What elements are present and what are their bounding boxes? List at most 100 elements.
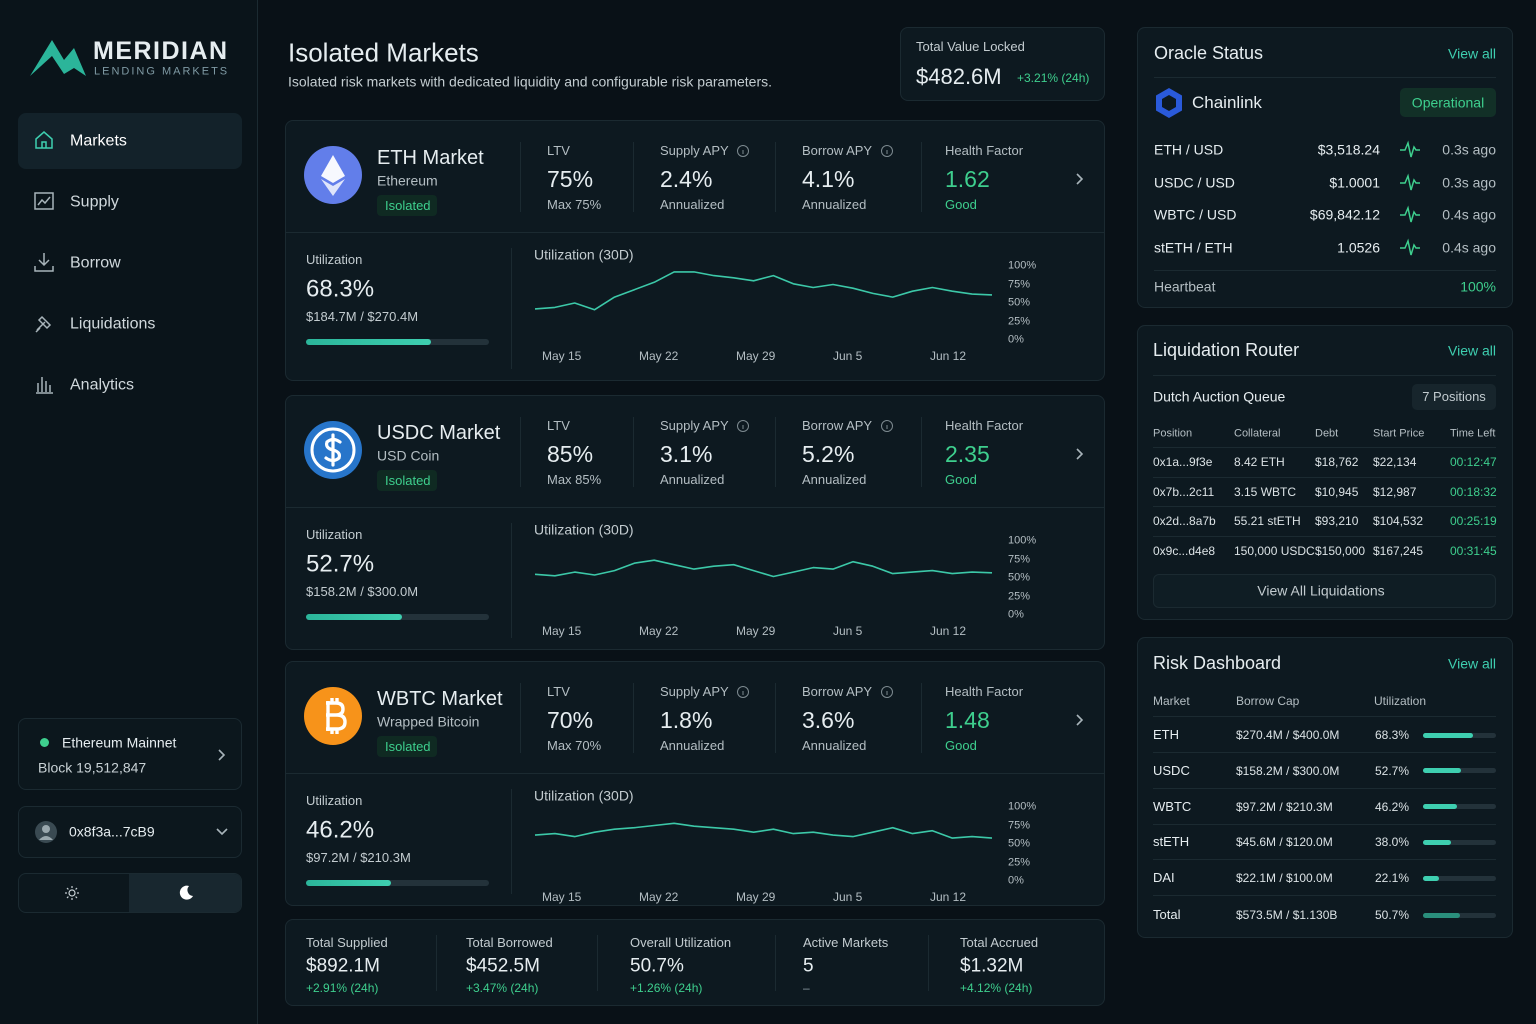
summary-change: +1.26% (24h)	[630, 980, 703, 995]
separator	[921, 683, 922, 753]
metric-note: Good	[945, 472, 977, 488]
feed-age: 0.3s ago	[1442, 141, 1496, 158]
utilization-value: 52.7%	[306, 550, 375, 578]
utilization-value: 68.3%	[306, 275, 375, 303]
feed-pair: WBTC / USD	[1154, 206, 1237, 223]
utilization-detail: $184.7M / $270.4M	[306, 309, 419, 325]
summary-label: Overall Utilization	[630, 935, 732, 951]
x-tick-label: Jun 5	[833, 623, 863, 638]
table-cell: 50.7%	[1374, 907, 1409, 922]
brand-tagline: LENDING MARKETS	[94, 65, 230, 78]
panel-title: Oracle Status	[1154, 43, 1264, 64]
table-cell: $12,987	[1373, 484, 1417, 499]
row-divider	[1153, 752, 1496, 753]
utilization-value: 46.2%	[306, 816, 375, 844]
pulse-path	[1400, 238, 1420, 256]
y-tick-label: 75%	[1008, 277, 1031, 290]
summary-change: +4.12% (24h)	[960, 980, 1033, 995]
view-all-link[interactable]: View all	[1448, 45, 1496, 62]
nav-icon	[34, 192, 54, 210]
sun-ray	[66, 887, 69, 890]
utilization-line	[534, 822, 993, 839]
info-circle	[881, 145, 893, 157]
table-cell: $270.4M / $400.0M	[1236, 727, 1340, 742]
info-icon	[881, 145, 893, 157]
divider	[1154, 270, 1496, 271]
x-tick-label: Jun 12	[930, 348, 967, 363]
table-cell: $104,532	[1373, 514, 1424, 529]
status-badge	[1400, 88, 1496, 117]
tvl-label: Total Value Locked	[916, 39, 1025, 55]
oracle-status: Operational	[1411, 94, 1485, 111]
x-tick-label: Jun 5	[833, 348, 863, 363]
feed-price: $69,842.12	[1309, 206, 1380, 223]
nav-label[interactable]: Markets	[70, 132, 127, 150]
asset-icon	[304, 421, 362, 479]
sparkline	[534, 559, 993, 578]
y-tick-label: 25%	[1008, 314, 1031, 327]
pulse-icon	[1400, 173, 1420, 190]
table-cell: $167,245	[1373, 543, 1424, 558]
separator	[436, 935, 437, 991]
column-header: Collateral	[1234, 427, 1281, 440]
utilization-label: Utilization	[306, 252, 363, 268]
util-track	[1423, 839, 1496, 845]
y-tick-label: 50%	[1008, 571, 1031, 584]
badge-bg	[377, 736, 437, 757]
summary-label: Total Borrowed	[466, 935, 553, 951]
chevron	[218, 749, 226, 761]
metric-note: Good	[945, 197, 977, 213]
network-card[interactable]	[18, 718, 242, 790]
table-cell: $158.2M / $300.0M	[1236, 763, 1340, 778]
nav-item[interactable]	[18, 113, 242, 169]
pulse-icon	[1400, 205, 1420, 223]
table-cell: stETH	[1153, 834, 1190, 850]
metric-value: 5.2%	[802, 441, 855, 468]
table-cell: Total	[1153, 907, 1181, 923]
y-tick-label: 100%	[1008, 534, 1037, 547]
metric-value: 2.35	[945, 441, 990, 468]
summary-value: $1.32M	[960, 955, 1024, 977]
view-all-link[interactable]: View all	[1448, 342, 1496, 359]
table-cell: $18,762	[1315, 454, 1359, 469]
nav-label[interactable]: Supply	[70, 193, 119, 211]
nav-label[interactable]: Borrow	[70, 254, 121, 272]
chevron-path	[1076, 173, 1084, 185]
icon-glyph	[324, 433, 342, 467]
metric-label: Borrow APY	[802, 143, 873, 159]
info-circle	[737, 420, 749, 432]
utilization-detail: $158.2M / $300.0M	[306, 584, 419, 600]
queue-label: Dutch Auction Queue	[1153, 388, 1286, 405]
y-tick-label: 0%	[1008, 874, 1024, 887]
market-card	[285, 120, 1105, 381]
moon-icon	[179, 885, 193, 900]
info-icon	[737, 686, 749, 698]
separator	[511, 523, 512, 638]
divider	[286, 773, 1104, 774]
feed-price: $1.0001	[1329, 174, 1380, 191]
metric-label: Health Factor	[945, 684, 1024, 700]
market-badge: Isolated	[385, 198, 431, 214]
nav-label[interactable]: Liquidations	[70, 315, 156, 333]
summary-label: Total Accrued	[960, 935, 1039, 951]
pulse-path	[1400, 205, 1420, 223]
logo-mark	[30, 40, 86, 76]
separator	[633, 417, 634, 487]
sun-icon	[65, 886, 79, 900]
column-header: Start Price	[1373, 427, 1425, 440]
table-cell: $22,134	[1373, 454, 1417, 469]
metric-note: Annualized	[802, 472, 867, 488]
summary-value: $452.5M	[466, 955, 540, 977]
nav-label[interactable]: Analytics	[70, 376, 135, 394]
metric-note: Max 85%	[547, 472, 602, 488]
view-all-link[interactable]: View all	[1448, 655, 1496, 672]
market-name: ETH Market	[377, 147, 484, 169]
summary-value: $892.1M	[306, 955, 380, 977]
divider	[1153, 716, 1496, 717]
view-all-button[interactable]	[1153, 574, 1496, 608]
button-label[interactable]: View All Liquidations	[1257, 582, 1385, 599]
feed-age: 0.4s ago	[1442, 239, 1496, 256]
feed-age: 0.3s ago	[1442, 174, 1496, 191]
column-header: Borrow Cap	[1236, 693, 1300, 708]
metric-value: 3.1%	[660, 441, 713, 468]
